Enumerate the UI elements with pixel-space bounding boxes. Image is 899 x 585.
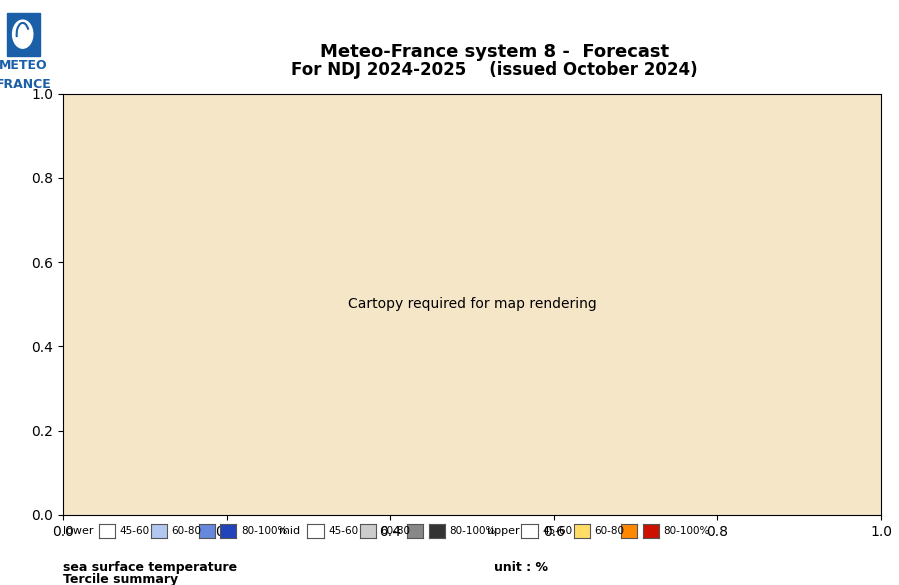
Text: sea surface temperature: sea surface temperature (63, 561, 237, 574)
Text: 45-60: 45-60 (120, 526, 150, 536)
Text: mid: mid (279, 526, 299, 536)
Text: 60-80: 60-80 (594, 526, 624, 536)
Text: Cartopy required for map rendering: Cartopy required for map rendering (348, 297, 596, 311)
Text: FRANCE: FRANCE (0, 78, 51, 91)
Text: lower: lower (63, 526, 93, 536)
Text: 60-80: 60-80 (172, 526, 201, 536)
Text: Meteo-France system 8 -  Forecast: Meteo-France system 8 - Forecast (320, 43, 669, 61)
Text: 80-100%: 80-100% (663, 526, 710, 536)
Text: 80-100%: 80-100% (450, 526, 496, 536)
Text: unit : %: unit : % (494, 561, 548, 574)
Text: upper: upper (487, 526, 520, 536)
FancyBboxPatch shape (6, 13, 40, 56)
Circle shape (13, 20, 33, 48)
Text: Tercile summary: Tercile summary (63, 573, 178, 585)
Text: 60-80: 60-80 (380, 526, 410, 536)
Text: 80-100%: 80-100% (241, 526, 288, 536)
Text: For NDJ 2024-2025    (issued October 2024): For NDJ 2024-2025 (issued October 2024) (291, 61, 698, 79)
Text: 45-60: 45-60 (328, 526, 359, 536)
Text: METEO: METEO (0, 60, 48, 73)
Text: 45-60: 45-60 (542, 526, 573, 536)
